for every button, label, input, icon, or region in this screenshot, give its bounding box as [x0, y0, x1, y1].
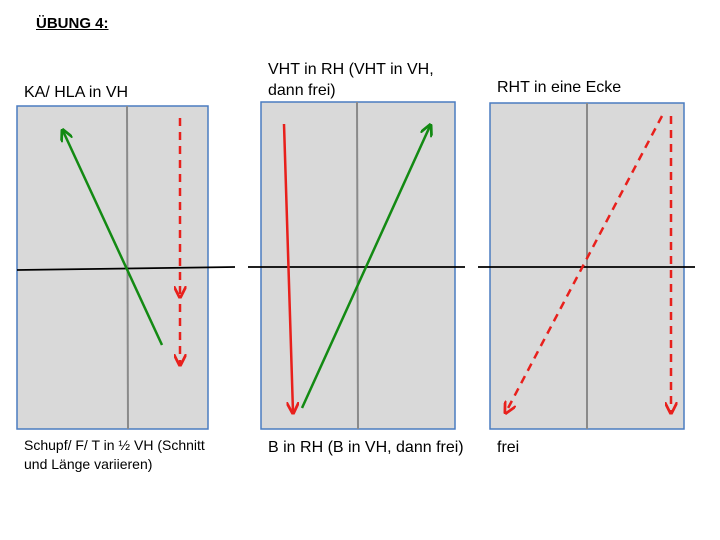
panel-2-bottom-label: B in RH (B in VH, dann frei)	[268, 439, 464, 456]
red-arrow	[282, 123, 293, 412]
panel-1-bottom-label: Schupf/ F/ T in ½ VH (Schnitt und Länge …	[24, 437, 205, 472]
panel-2-top-label: VHT in RH (VHT in VH, dann frei)	[268, 61, 434, 99]
panel-1-top-label: KA/ HLA in VH	[24, 84, 129, 101]
green-arrow	[63, 131, 164, 346]
panel-3-court	[478, 102, 695, 430]
panel-3-bottom-label: frei	[497, 439, 520, 456]
panel-1-court	[16, 105, 236, 430]
green-arrow	[300, 126, 430, 409]
panel-2-court	[248, 101, 465, 430]
center-line	[356, 101, 359, 430]
panel-3-top-label: RHT in eine Ecke	[497, 79, 622, 96]
exercise-title: ÜBUNG 4:	[36, 15, 109, 32]
